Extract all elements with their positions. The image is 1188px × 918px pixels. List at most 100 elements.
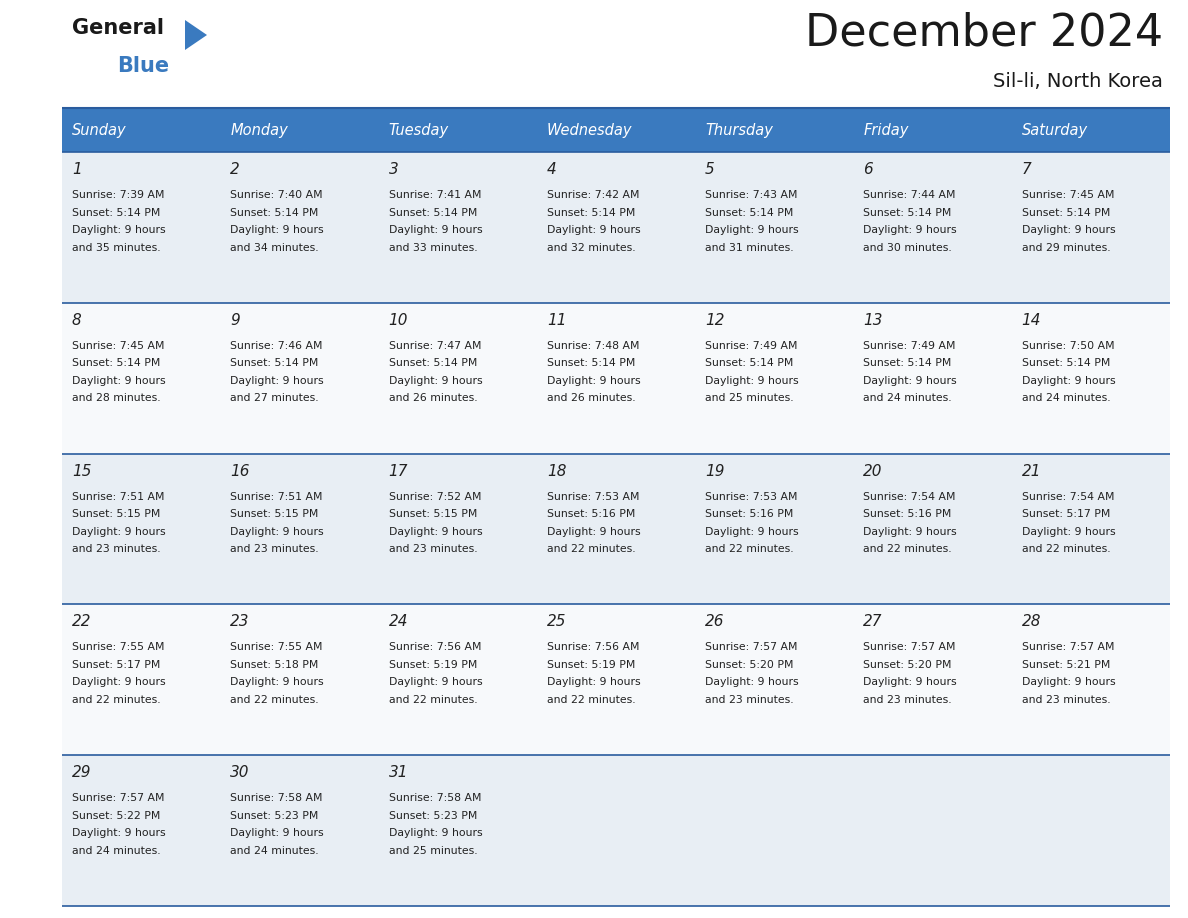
Text: Daylight: 9 hours: Daylight: 9 hours <box>864 677 958 688</box>
Text: 22: 22 <box>72 614 91 630</box>
Text: Sunrise: 7:44 AM: Sunrise: 7:44 AM <box>864 190 956 200</box>
Text: Daylight: 9 hours: Daylight: 9 hours <box>706 225 798 235</box>
Text: Daylight: 9 hours: Daylight: 9 hours <box>546 375 640 386</box>
Text: Sunset: 5:14 PM: Sunset: 5:14 PM <box>864 207 952 218</box>
Text: 14: 14 <box>1022 313 1041 328</box>
Text: Sunrise: 7:42 AM: Sunrise: 7:42 AM <box>546 190 639 200</box>
Text: and 24 minutes.: and 24 minutes. <box>864 393 952 403</box>
Bar <box>62 152 1170 303</box>
Text: Sunset: 5:16 PM: Sunset: 5:16 PM <box>546 509 636 519</box>
Text: December 2024: December 2024 <box>805 12 1163 55</box>
Text: Daylight: 9 hours: Daylight: 9 hours <box>388 375 482 386</box>
Text: Daylight: 9 hours: Daylight: 9 hours <box>864 527 958 537</box>
Bar <box>379 108 537 152</box>
Text: and 22 minutes.: and 22 minutes. <box>230 695 318 705</box>
Text: Sunset: 5:20 PM: Sunset: 5:20 PM <box>706 660 794 670</box>
Text: and 24 minutes.: and 24 minutes. <box>230 845 318 856</box>
Text: Daylight: 9 hours: Daylight: 9 hours <box>230 375 324 386</box>
Text: and 23 minutes.: and 23 minutes. <box>388 544 478 554</box>
Bar <box>62 453 1170 604</box>
Bar <box>62 756 1170 906</box>
Bar <box>537 108 695 152</box>
Text: Daylight: 9 hours: Daylight: 9 hours <box>546 527 640 537</box>
Text: Daylight: 9 hours: Daylight: 9 hours <box>864 225 958 235</box>
Text: Daylight: 9 hours: Daylight: 9 hours <box>1022 375 1116 386</box>
Text: and 31 minutes.: and 31 minutes. <box>706 242 794 252</box>
Text: Daylight: 9 hours: Daylight: 9 hours <box>706 677 798 688</box>
Text: 23: 23 <box>230 614 249 630</box>
Text: Sunset: 5:20 PM: Sunset: 5:20 PM <box>864 660 952 670</box>
Text: Daylight: 9 hours: Daylight: 9 hours <box>388 677 482 688</box>
Text: Thursday: Thursday <box>706 122 773 138</box>
Text: 5: 5 <box>706 162 715 177</box>
Text: Sunset: 5:14 PM: Sunset: 5:14 PM <box>72 358 160 368</box>
Text: Sunset: 5:14 PM: Sunset: 5:14 PM <box>388 358 476 368</box>
Text: Daylight: 9 hours: Daylight: 9 hours <box>72 677 165 688</box>
Text: Daylight: 9 hours: Daylight: 9 hours <box>706 375 798 386</box>
Text: Daylight: 9 hours: Daylight: 9 hours <box>1022 225 1116 235</box>
Text: and 22 minutes.: and 22 minutes. <box>864 544 952 554</box>
Text: Saturday: Saturday <box>1022 122 1088 138</box>
Text: 12: 12 <box>706 313 725 328</box>
Text: 21: 21 <box>1022 464 1041 478</box>
Text: and 24 minutes.: and 24 minutes. <box>1022 393 1111 403</box>
Text: Tuesday: Tuesday <box>388 122 449 138</box>
Text: Sunset: 5:15 PM: Sunset: 5:15 PM <box>230 509 318 519</box>
Text: 26: 26 <box>706 614 725 630</box>
Text: Daylight: 9 hours: Daylight: 9 hours <box>230 527 324 537</box>
Text: Sunset: 5:14 PM: Sunset: 5:14 PM <box>546 358 636 368</box>
Text: 31: 31 <box>388 766 407 780</box>
Text: Sunset: 5:14 PM: Sunset: 5:14 PM <box>706 207 794 218</box>
Text: and 22 minutes.: and 22 minutes. <box>706 544 794 554</box>
Text: Daylight: 9 hours: Daylight: 9 hours <box>230 828 324 838</box>
Text: Sunrise: 7:50 AM: Sunrise: 7:50 AM <box>1022 341 1114 351</box>
Text: General: General <box>72 18 164 38</box>
Text: Sunrise: 7:57 AM: Sunrise: 7:57 AM <box>706 643 797 653</box>
Text: and 25 minutes.: and 25 minutes. <box>388 845 478 856</box>
Text: Sunset: 5:17 PM: Sunset: 5:17 PM <box>1022 509 1110 519</box>
Bar <box>220 108 379 152</box>
Text: Sunset: 5:14 PM: Sunset: 5:14 PM <box>1022 358 1110 368</box>
Text: 25: 25 <box>546 614 567 630</box>
Bar <box>62 604 1170 756</box>
Text: Sil-li, North Korea: Sil-li, North Korea <box>993 72 1163 91</box>
Text: Daylight: 9 hours: Daylight: 9 hours <box>388 225 482 235</box>
Text: Sunrise: 7:40 AM: Sunrise: 7:40 AM <box>230 190 323 200</box>
Text: and 23 minutes.: and 23 minutes. <box>864 695 952 705</box>
Text: Daylight: 9 hours: Daylight: 9 hours <box>388 527 482 537</box>
Text: Sunrise: 7:43 AM: Sunrise: 7:43 AM <box>706 190 797 200</box>
Text: and 22 minutes.: and 22 minutes. <box>546 695 636 705</box>
Text: 11: 11 <box>546 313 567 328</box>
Text: Sunset: 5:23 PM: Sunset: 5:23 PM <box>388 811 476 821</box>
Text: and 23 minutes.: and 23 minutes. <box>706 695 794 705</box>
Text: Sunset: 5:14 PM: Sunset: 5:14 PM <box>706 358 794 368</box>
Text: and 34 minutes.: and 34 minutes. <box>230 242 318 252</box>
Text: Wednesday: Wednesday <box>546 122 632 138</box>
Text: Daylight: 9 hours: Daylight: 9 hours <box>864 375 958 386</box>
Text: Sunrise: 7:49 AM: Sunrise: 7:49 AM <box>706 341 797 351</box>
Bar <box>62 108 220 152</box>
Text: Daylight: 9 hours: Daylight: 9 hours <box>388 828 482 838</box>
Text: Sunrise: 7:53 AM: Sunrise: 7:53 AM <box>546 492 639 501</box>
Text: 3: 3 <box>388 162 398 177</box>
Text: Sunrise: 7:58 AM: Sunrise: 7:58 AM <box>230 793 323 803</box>
Text: 19: 19 <box>706 464 725 478</box>
Text: Sunrise: 7:51 AM: Sunrise: 7:51 AM <box>72 492 164 501</box>
Text: Sunrise: 7:46 AM: Sunrise: 7:46 AM <box>230 341 323 351</box>
Text: and 25 minutes.: and 25 minutes. <box>706 393 794 403</box>
Text: Sunset: 5:14 PM: Sunset: 5:14 PM <box>1022 207 1110 218</box>
Text: and 35 minutes.: and 35 minutes. <box>72 242 160 252</box>
Text: Daylight: 9 hours: Daylight: 9 hours <box>706 527 798 537</box>
Text: Sunset: 5:15 PM: Sunset: 5:15 PM <box>388 509 476 519</box>
Text: Sunset: 5:21 PM: Sunset: 5:21 PM <box>1022 660 1110 670</box>
Text: Sunrise: 7:57 AM: Sunrise: 7:57 AM <box>1022 643 1114 653</box>
Text: Daylight: 9 hours: Daylight: 9 hours <box>72 828 165 838</box>
Text: 27: 27 <box>864 614 883 630</box>
Polygon shape <box>185 20 207 50</box>
Text: 10: 10 <box>388 313 407 328</box>
Text: Sunrise: 7:49 AM: Sunrise: 7:49 AM <box>864 341 956 351</box>
Text: Sunrise: 7:54 AM: Sunrise: 7:54 AM <box>864 492 956 501</box>
Text: 18: 18 <box>546 464 567 478</box>
Text: 29: 29 <box>72 766 91 780</box>
Text: Sunset: 5:15 PM: Sunset: 5:15 PM <box>72 509 160 519</box>
